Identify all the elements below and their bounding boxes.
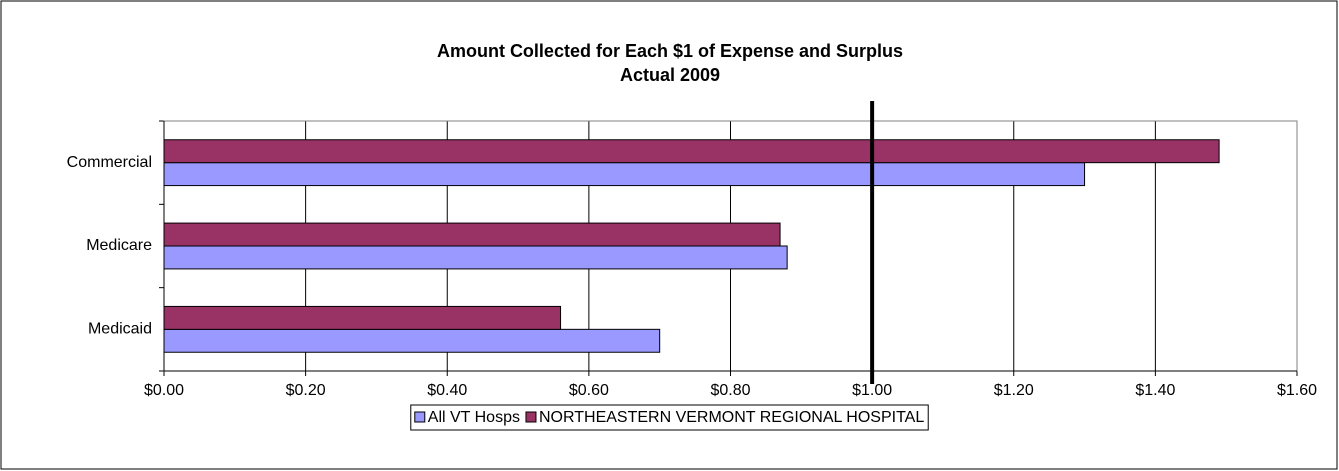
bar: [163, 139, 1220, 164]
x-tick-label: $1.40: [1135, 382, 1175, 399]
x-tick-label: $1.20: [994, 382, 1034, 399]
legend-box: [410, 404, 929, 431]
x-tick-label: $1.60: [1277, 382, 1317, 399]
legend-label: NORTHEASTERN VERMONT REGIONAL HOSPITAL: [539, 409, 924, 426]
x-tick-label: $0.00: [144, 382, 184, 399]
legend-swatch: [414, 411, 426, 423]
bar: [163, 222, 781, 247]
bar: [163, 328, 661, 353]
y-tick-label: Medicare: [86, 237, 152, 254]
x-tick-label: $1.00: [852, 382, 892, 399]
chart-title: Amount Collected for Each $1 of Expense …: [437, 41, 903, 61]
legend: All VT Hosps NORTHEASTERN VERMONT REGIONA…: [414, 409, 924, 426]
legend-label: All VT Hosps: [428, 409, 520, 426]
chart-subtitle: Actual 2009: [620, 65, 720, 85]
legend-swatch: [525, 411, 537, 423]
bar: [163, 305, 562, 330]
x-tick-label: $0.20: [286, 382, 326, 399]
x-tick-label: $0.40: [427, 382, 467, 399]
bar: [163, 245, 788, 270]
y-tick-label: Medicaid: [88, 321, 152, 338]
x-tick-label: $0.60: [569, 382, 609, 399]
y-tick-label: Commercial: [67, 154, 152, 171]
bar: [163, 162, 1086, 187]
x-tick-label: $0.80: [710, 382, 750, 399]
